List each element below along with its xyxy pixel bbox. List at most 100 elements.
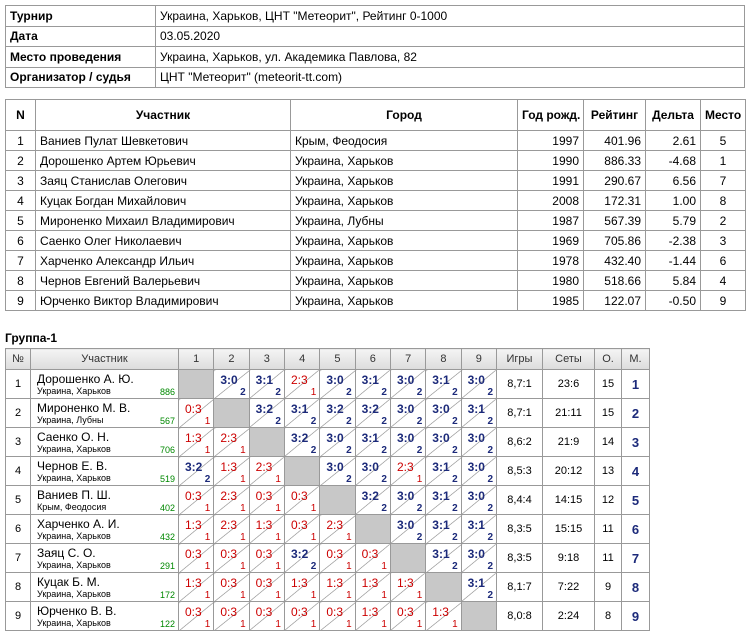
score: 3:0 [396,431,415,445]
match-points: 1 [346,532,352,543]
result-cell: 3:0 2 [354,456,391,486]
player-cell: Мироненко М. В. Украина, Лубны 567 [30,398,179,428]
match-points: 2 [452,503,458,514]
result-cell: 3:2 2 [177,456,215,486]
match-points: 1 [240,474,246,485]
cell: 2 [700,210,746,231]
match-points: 2 [487,503,493,514]
score: 2:3 [220,431,238,445]
result-cell: 1:3 1 [389,572,427,602]
score: 3:2 [255,402,273,416]
score: 3:1 [432,489,450,503]
cell: 1980 [517,270,584,291]
match-points: 1 [240,503,246,514]
column-header: Участник [30,348,179,370]
row-number: 2 [5,398,31,428]
match-points: 2 [346,387,352,398]
match-points: 1 [310,619,317,630]
points: 15 [594,369,622,399]
cell: 6 [5,230,36,251]
score: 0:3 [255,489,273,503]
cell: 1991 [517,170,584,191]
cell: Юрченко Виктор Владимирович [35,290,291,311]
result-cell: 0:3 1 [319,543,356,573]
points: 13 [594,456,622,486]
place: 9 [621,601,650,631]
column-header: Игры [496,348,543,370]
match-points: 1 [204,561,211,572]
result-cell: 3:1 2 [425,456,462,486]
match-points: 2 [381,416,387,427]
row-number: 9 [5,601,31,631]
player-rating: 291 [159,561,175,571]
player-cell: Дорошенко А. Ю. Украина, Харьков 886 [30,369,179,399]
column-header: 9 [460,348,498,370]
result-cell: 3:0 2 [389,485,427,515]
match-points: 1 [310,532,317,543]
score: 3:1 [467,518,485,532]
cell: Украина, Харьков [290,230,518,251]
games: 8,7:1 [496,369,543,399]
result-cell: 1:3 1 [248,514,285,544]
score: 3:1 [290,402,309,416]
score: 3:1 [432,518,450,532]
player-name: Мироненко М. В. [37,400,131,415]
score: 1:3 [290,576,308,590]
match-points: 1 [204,416,211,427]
score: 3:0 [432,402,450,416]
result-cell: 0:3 1 [248,543,285,573]
result-cell: 0:3 1 [248,601,285,631]
result-cell: 1:3 1 [213,456,250,486]
column-header: N [5,99,36,131]
info-value: ЦНТ "Метеорит" (meteorit-tt.com) [155,66,745,88]
info-label: Турнир [5,5,156,27]
match-points: 2 [346,474,352,485]
info-row: Дата 03.05.2020 [5,25,745,47]
score: 3:1 [255,373,273,387]
score: 1:3 [185,518,202,532]
result-cell: 1:3 1 [354,601,391,631]
sets: 9:18 [542,543,595,573]
participant-row: 2 Дорошенко Артем Юрьевич Украина, Харьков… [5,150,746,171]
score: 1:3 [396,576,414,590]
sets: 23:6 [542,369,595,399]
column-header: № [5,348,31,370]
score: 3:1 [432,373,450,387]
player-rating: 432 [159,532,175,542]
sets: 21:11 [542,398,595,428]
result-cell: 3:0 2 [460,456,498,486]
participant-row: 9 Юрченко Виктор Владимирович Украина, Хар… [5,290,746,311]
match-points: 1 [381,561,387,572]
games: 8,3:5 [496,543,543,573]
score: 1:3 [255,518,273,532]
result-cell: 3:0 2 [389,427,427,457]
match-points: 2 [452,416,458,427]
participant-row: 8 Чернов Евгений Валерьевич Украина, Харьк… [5,270,746,291]
result-cell: 2:3 1 [248,456,285,486]
result-cell: 0:3 1 [213,601,250,631]
sets: 15:15 [542,514,595,544]
cell: Украина, Харьков [290,290,518,311]
result-cell: 3:0 2 [460,543,498,573]
row-number: 5 [5,485,31,515]
result-cell: 3:2 2 [354,485,391,515]
score: 2:3 [220,489,238,503]
group-row: 7 Заяц С. О. Украина, Харьков 291 0:3 1 0:3 1 0:… [5,543,650,573]
self-cell [213,398,250,428]
info-value: Украина, Харьков, ул. Академика Павлова,… [155,46,745,68]
column-header: 7 [389,348,427,370]
place: 2 [621,398,650,428]
cell: Дорошенко Артем Юрьевич [35,150,291,171]
self-cell [177,369,215,399]
score: 0:3 [220,605,238,619]
score: 3:2 [361,402,379,416]
score: 2:3 [220,518,238,532]
score: 3:0 [467,431,485,445]
score: 3:0 [432,431,450,445]
result-cell: 3:1 2 [460,398,498,428]
match-points: 1 [275,561,281,572]
cell: 705.86 [583,230,646,251]
match-points: 2 [452,532,458,543]
match-points: 2 [275,416,281,427]
player-rating: 706 [159,445,175,455]
